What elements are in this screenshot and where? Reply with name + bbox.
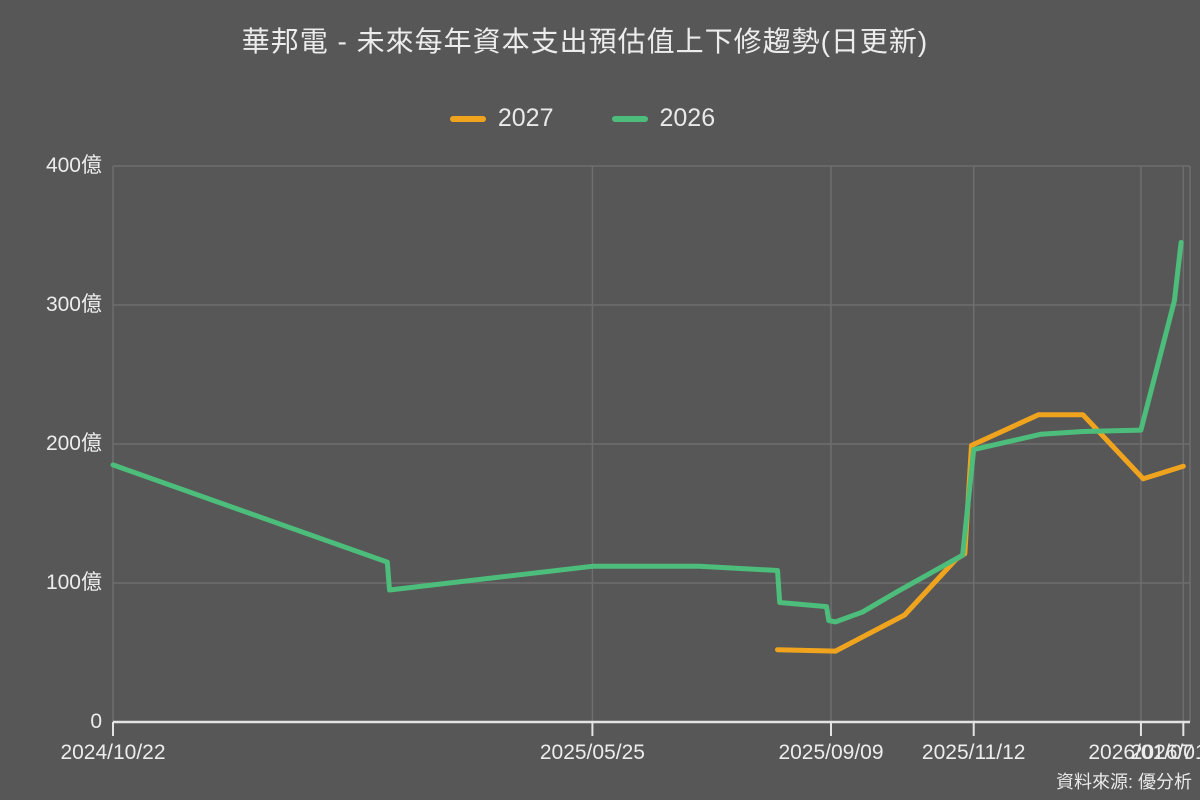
legend-item-2026: 2026 bbox=[611, 104, 716, 133]
series-line-2026 bbox=[110, 239, 1184, 625]
legend-label-2026: 2026 bbox=[659, 104, 716, 132]
legend-label-2027: 2027 bbox=[497, 104, 554, 132]
y-axis-tick-label: 100億 bbox=[45, 571, 102, 594]
y-axis-tick-label: 0 bbox=[90, 710, 102, 733]
x-axis-tick-label: 2026/01/27 bbox=[1130, 741, 1200, 764]
y-axis-tick-label: 200億 bbox=[45, 432, 102, 455]
chart-title: 華邦電 - 未來每年資本支出預估值上下修趨勢(日更新) bbox=[241, 26, 929, 57]
y-axis-tick-label: 400億 bbox=[45, 154, 102, 177]
y-axis-tick-label: 300億 bbox=[45, 293, 102, 316]
source-note: 資料來源: 優分析 bbox=[1055, 772, 1192, 792]
x-axis-tick-label: 2024/10/22 bbox=[60, 741, 166, 764]
x-axis-tick-label: 2025/05/25 bbox=[539, 741, 645, 764]
legend-swatch-2027-icon bbox=[449, 115, 486, 122]
x-axis-tick-label: 2025/11/12 bbox=[921, 741, 1026, 764]
legend: 2027 2026 bbox=[0, 104, 1165, 133]
x-axis-tick-label: 2026/01/07 bbox=[1088, 741, 1194, 764]
legend-swatch-2026-icon bbox=[611, 115, 648, 122]
x-axis-tick-label: 2025/09/09 bbox=[778, 741, 884, 764]
legend-item-2027: 2027 bbox=[449, 104, 554, 133]
